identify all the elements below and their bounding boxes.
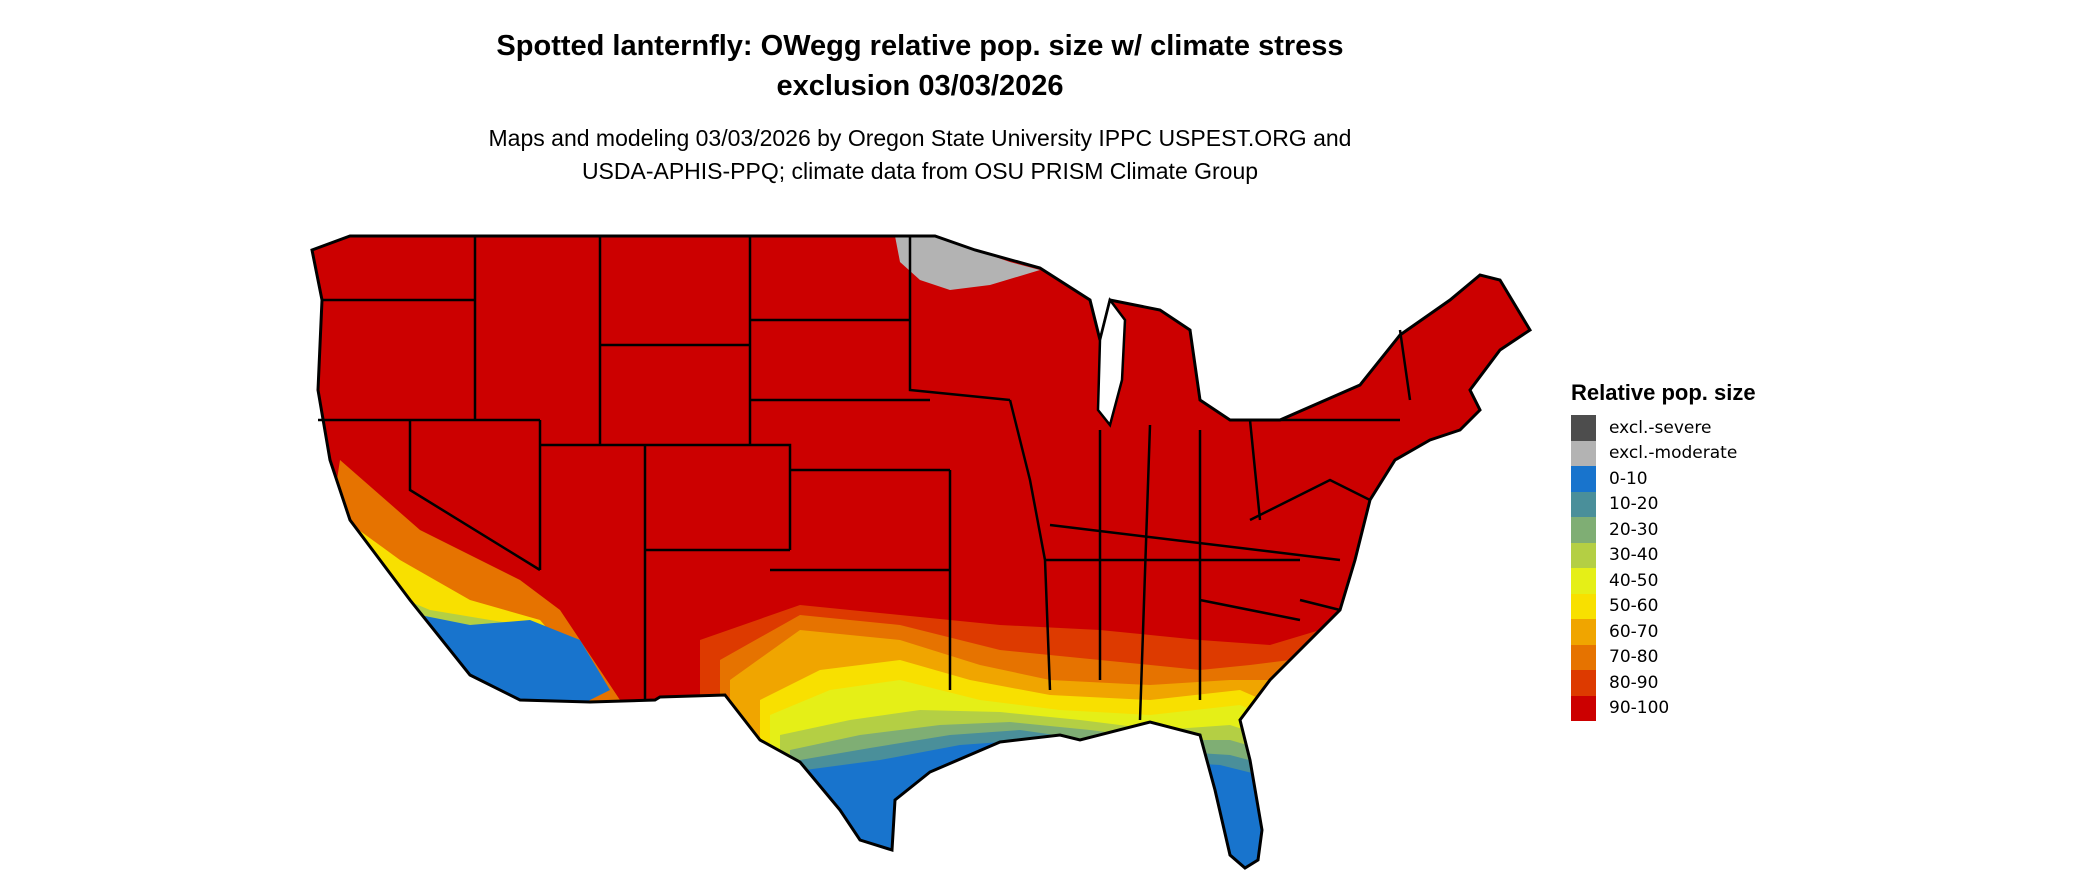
legend-item: 80-90 [1571,670,1756,696]
map-title: Spotted lanternfly: OWegg relative pop. … [0,26,1840,106]
legend-item: 50-60 [1571,593,1756,619]
legend-label: excl.-severe [1609,417,1712,438]
legend-item: 10-20 [1571,491,1756,517]
legend-swatch [1571,466,1596,492]
legend-label: 50-60 [1609,596,1659,617]
legend-label: 0-10 [1609,468,1648,489]
map-subtitle: Maps and modeling 03/03/2026 by Oregon S… [0,122,1840,188]
legend-label: 20-30 [1609,519,1659,540]
legend-item: 0-10 [1571,466,1756,492]
legend-item: 20-30 [1571,517,1756,543]
legend-items: excl.-severe excl.-moderate 0-10 10-20 20-30… [1571,415,1756,721]
legend-title: Relative pop. size [1571,380,1756,405]
legend-label: 60-70 [1609,621,1659,642]
legend-swatch [1571,440,1596,466]
legend-item: 40-50 [1571,568,1756,594]
legend-item: 70-80 [1571,644,1756,670]
title-line-1: Spotted lanternfly: OWegg relative pop. … [496,30,1344,62]
legend-item: 90-100 [1571,695,1756,721]
legend-label: excl.-moderate [1609,443,1738,464]
legend: Relative pop. size excl.-severe excl.-mod… [1571,380,1756,721]
legend-swatch [1571,593,1596,619]
legend-label: 80-90 [1609,672,1659,693]
us-outline [310,234,1533,870]
state-borders [318,236,1412,721]
legend-swatch [1571,695,1596,721]
mn-excl-moderate [895,236,1040,290]
legend-item: excl.-moderate [1571,440,1756,466]
subtitle-line-2: USDA-APHIS-PPQ; climate data from OSU PR… [581,158,1259,184]
legend-swatch [1571,619,1596,645]
lake-michigan [1096,297,1127,428]
legend-label: 90-100 [1609,698,1670,719]
legend-swatch [1571,415,1596,441]
legend-swatch [1571,517,1596,543]
legend-item: 30-40 [1571,542,1756,568]
subtitle-line-1: Maps and modeling 03/03/2026 by Oregon S… [488,125,1352,151]
title-line-2: exclusion 03/03/2026 [776,70,1064,102]
legend-label: 30-40 [1609,545,1659,566]
legend-swatch [1571,542,1596,568]
legend-label: 70-80 [1609,647,1659,668]
legend-label: 10-20 [1609,494,1659,515]
legend-item: 60-70 [1571,619,1756,645]
legend-swatch [1571,644,1596,670]
legend-label: 40-50 [1609,570,1659,591]
legend-swatch [1571,670,1596,696]
legend-swatch [1571,491,1596,517]
legend-swatch [1571,568,1596,594]
legend-item: excl.-severe [1571,415,1756,441]
